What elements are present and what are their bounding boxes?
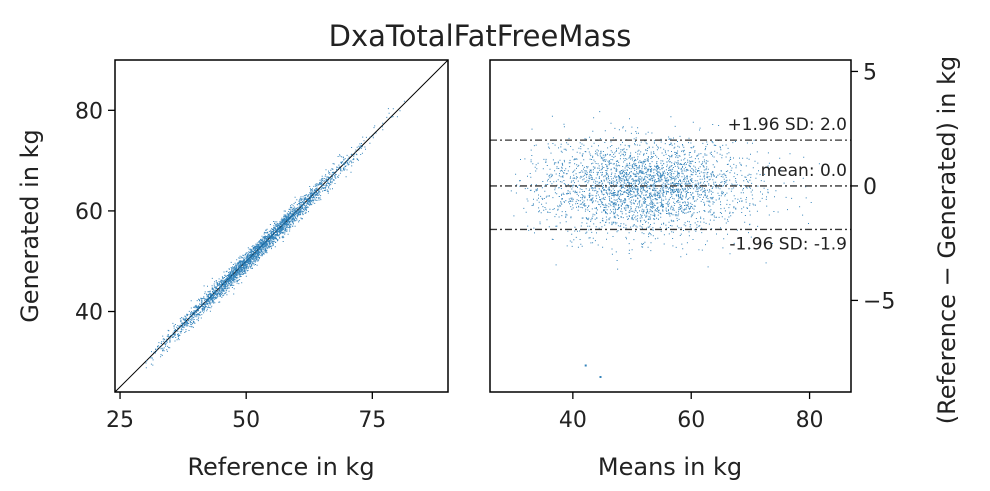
bland-altman-y-label: (Reference − Generated) in kg xyxy=(933,56,961,425)
correlation-ticks: 25 50 75 40 60 80 xyxy=(75,99,386,433)
correlation-y-tick-label: 60 xyxy=(75,200,103,225)
bland-altman-x-tick-label: 80 xyxy=(796,408,824,433)
correlation-y-label: Generated in kg xyxy=(16,129,44,323)
reference-line-labels: +1.96 SD: 2.0 mean: 0.0 -1.96 SD: -1.9 xyxy=(727,115,847,254)
upper-limit-label: +1.96 SD: 2.0 xyxy=(727,115,847,135)
bland-altman-y-tick-label: 0 xyxy=(863,175,877,200)
correlation-scatter-points xyxy=(145,100,405,369)
reference-lines xyxy=(490,139,851,231)
correlation-y-tick-label: 80 xyxy=(75,99,103,124)
correlation-panel: 25 50 75 40 60 80 Reference in kg Generated i… xyxy=(16,59,449,481)
correlation-x-label: Reference in kg xyxy=(187,453,374,481)
bland-altman-plot-frame xyxy=(489,59,852,393)
correlation-points xyxy=(145,100,405,369)
correlation-x-tick-label: 50 xyxy=(232,408,260,433)
bland-altman-x-label: Means in kg xyxy=(598,453,742,481)
mean-label: mean: 0.0 xyxy=(761,161,847,181)
bland-altman-y-tick-label: −5 xyxy=(863,289,895,314)
bland-altman-panel: +1.96 SD: 2.0 mean: 0.0 -1.96 SD: -1.9 4… xyxy=(489,56,961,481)
bland-altman-x-tick-label: 60 xyxy=(677,408,705,433)
bland-altman-ticks: 40 60 80 5 0 −5 xyxy=(559,60,896,433)
lower-limit-label: -1.96 SD: -1.9 xyxy=(729,234,847,254)
correlation-x-tick-label: 25 xyxy=(106,408,134,433)
correlation-plot-frame xyxy=(114,59,449,393)
figure-title: DxaTotalFatFreeMass xyxy=(329,19,632,53)
bland-altman-x-tick-label: 40 xyxy=(559,408,587,433)
correlation-x-tick-label: 75 xyxy=(358,408,386,433)
correlation-y-tick-label: 40 xyxy=(75,301,103,326)
bland-altman-y-tick-label: 5 xyxy=(863,60,877,85)
